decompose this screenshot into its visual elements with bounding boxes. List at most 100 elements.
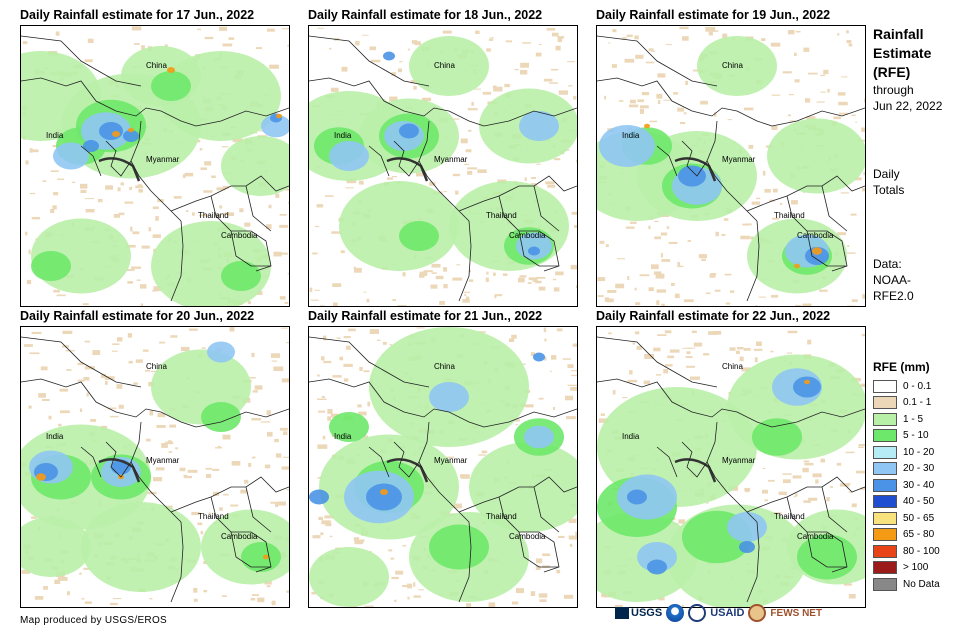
rain-speck	[155, 216, 159, 221]
rain-speck	[407, 583, 413, 589]
rain-speck	[435, 275, 444, 280]
legend-item: 30 - 40	[873, 477, 940, 494]
rain-speck	[846, 483, 851, 485]
legend-swatch	[873, 379, 897, 393]
rain-speck	[530, 183, 537, 187]
rain-speck	[538, 286, 546, 291]
rain-speck	[132, 231, 140, 235]
rain-speck	[223, 212, 232, 216]
rain-speck	[461, 474, 470, 479]
rain-speck	[502, 273, 508, 276]
map-label-china: China	[434, 61, 455, 70]
rain-speck	[348, 328, 356, 332]
rain-speck	[318, 516, 323, 520]
country-border	[309, 77, 485, 127]
rain-speck	[186, 210, 189, 212]
rain-speck	[255, 47, 262, 50]
country-border	[706, 421, 758, 523]
rain-speck	[530, 591, 536, 596]
rain-speck	[741, 367, 751, 372]
rain-speck	[344, 378, 349, 382]
rain-speck	[267, 431, 273, 437]
rain-speck	[771, 126, 778, 130]
rain-speck	[608, 42, 611, 44]
rain-speck	[382, 341, 387, 345]
rain-speck	[281, 252, 288, 255]
country-border	[170, 476, 289, 513]
rain-speck	[656, 289, 666, 293]
rain-speck	[327, 409, 333, 414]
rain-speck	[770, 42, 781, 47]
rain-speck	[208, 512, 212, 515]
rain-speck	[364, 605, 374, 607]
country-border	[656, 145, 678, 177]
map-label-cambodia: Cambodia	[221, 532, 258, 541]
rain-speck	[836, 462, 842, 466]
rain-speck	[170, 335, 178, 338]
rain-speck	[635, 54, 644, 59]
rain-area	[339, 181, 459, 271]
rain-area	[678, 165, 706, 187]
rain-speck	[205, 467, 213, 470]
rain-speck	[754, 357, 758, 363]
rain-speck	[803, 500, 811, 503]
rain-speck	[862, 187, 865, 192]
rain-speck	[431, 272, 437, 274]
rain-speck	[787, 30, 795, 35]
rain-speck	[634, 35, 639, 40]
rain-speck	[48, 415, 52, 420]
rain-speck	[67, 591, 70, 596]
rain-speck	[276, 501, 286, 506]
rain-speck	[522, 42, 531, 44]
rain-speck	[279, 224, 288, 228]
rain-speck	[346, 345, 351, 350]
rain-speck	[538, 593, 548, 598]
rain-speck	[482, 91, 491, 95]
rain-speck	[703, 353, 710, 356]
rain-area	[36, 473, 46, 481]
rain-speck	[762, 170, 766, 176]
rain-speck	[322, 435, 326, 440]
rain-speck	[421, 97, 432, 102]
rain-area	[276, 113, 282, 119]
rain-area	[263, 554, 269, 560]
rain-speck	[343, 336, 351, 339]
rain-speck	[690, 376, 700, 380]
panel-title: Daily Rainfall estimate for 20 Jun., 202…	[20, 309, 255, 323]
rain-speck	[397, 305, 407, 306]
rain-speck	[686, 351, 691, 355]
rain-speck	[724, 273, 732, 276]
rain-speck	[648, 225, 651, 230]
rain-speck	[362, 34, 369, 36]
rain-speck	[528, 277, 538, 281]
rain-speck	[71, 181, 76, 183]
map-label-china: China	[722, 61, 743, 70]
map-label-myanmar: Myanmar	[434, 456, 468, 465]
rain-speck	[481, 450, 488, 454]
rain-speck	[627, 276, 630, 281]
country-border	[597, 35, 718, 87]
rain-speck	[98, 198, 103, 203]
rain-speck	[407, 48, 411, 51]
rain-speck	[819, 289, 828, 292]
rain-speck	[274, 438, 279, 443]
rain-speck	[462, 299, 470, 303]
rain-speck	[639, 109, 644, 114]
rain-speck	[52, 205, 57, 210]
rain-speck	[267, 28, 275, 32]
rain-speck	[761, 38, 766, 41]
rain-speck	[705, 292, 711, 295]
rain-speck	[535, 280, 542, 284]
side-title-line1: Rainfall	[873, 26, 924, 42]
rain-speck	[576, 285, 577, 289]
rain-speck	[789, 120, 797, 122]
rain-speck	[222, 185, 229, 189]
rain-speck	[29, 192, 36, 195]
rain-speck	[708, 31, 713, 36]
rain-speck	[816, 101, 825, 103]
rain-speck	[536, 277, 546, 279]
rain-speck	[691, 330, 697, 333]
rain-speck	[550, 68, 559, 71]
country-border	[518, 531, 559, 568]
country-border	[458, 476, 577, 513]
